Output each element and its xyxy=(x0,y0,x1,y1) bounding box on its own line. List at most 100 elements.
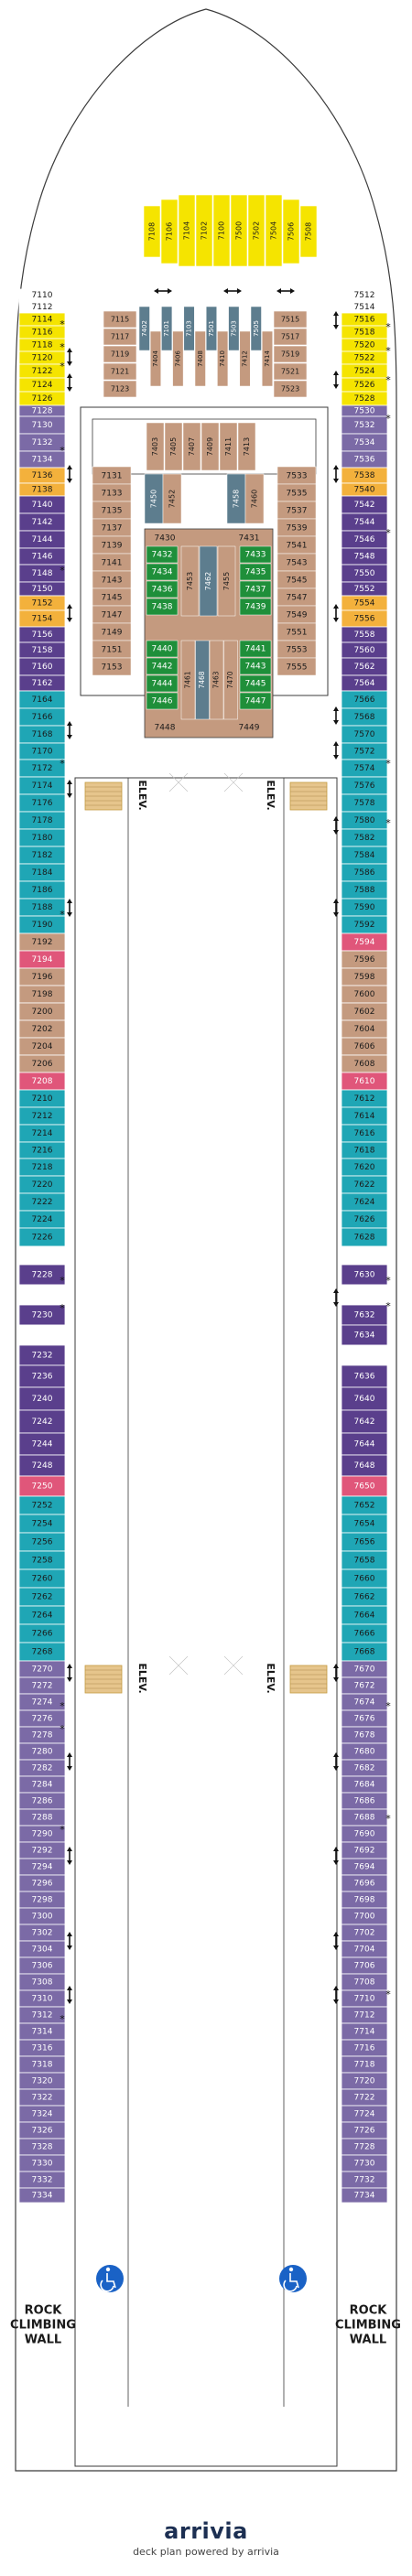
cabin xyxy=(228,306,240,351)
cabin xyxy=(205,306,217,351)
cabin-number: 7212 xyxy=(32,1112,53,1121)
cabin-number: 7686 xyxy=(354,1797,375,1806)
connecting-arrow-head xyxy=(333,816,339,821)
star-marker: * xyxy=(60,565,65,577)
cabin-number: 7524 xyxy=(354,367,375,376)
cabin-number: 7551 xyxy=(287,629,308,638)
cabin-number: 7664 xyxy=(354,1611,375,1621)
cabin-number: 7519 xyxy=(281,350,299,359)
cabin-number: 7300 xyxy=(32,1913,53,1922)
footer: arrivia deck plan powered by arrivia xyxy=(0,2518,412,2558)
cabin-number: 7330 xyxy=(32,2160,53,2169)
connecting-arrow-head xyxy=(67,373,72,378)
connecting-arrow-head xyxy=(333,706,339,711)
cabin-number: 7644 xyxy=(354,1440,375,1450)
cabin xyxy=(161,306,173,351)
connecting-arrow-head xyxy=(67,1677,72,1682)
brand-logo: arrivia xyxy=(164,2518,248,2544)
cabin xyxy=(273,380,308,398)
cabin-number: 7536 xyxy=(354,456,375,465)
cabin-number: 7430 xyxy=(155,534,176,544)
cabin xyxy=(265,194,283,267)
cabin-number: 7435 xyxy=(245,568,266,577)
cabin-number: 7316 xyxy=(32,2044,53,2053)
connecting-arrow-head xyxy=(333,1288,339,1293)
cabin xyxy=(199,545,218,617)
cabin-number: 7678 xyxy=(354,1731,375,1741)
cabin-number: 7600 xyxy=(354,990,375,999)
cabin-number: 7122 xyxy=(32,367,53,376)
connecting-arrow-head xyxy=(67,348,72,352)
cabin xyxy=(146,598,179,616)
cabin-number: 7334 xyxy=(32,2192,53,2201)
cabin-number: 7142 xyxy=(32,518,53,527)
cabin-number: 7624 xyxy=(354,1198,375,1207)
cabin-number: 7158 xyxy=(32,646,53,655)
cabin-number: 7682 xyxy=(354,1764,375,1773)
cabin xyxy=(18,1386,66,1411)
cabin-number: 7650 xyxy=(354,1482,375,1492)
connecting-arrow-head xyxy=(67,387,72,392)
cabin xyxy=(276,657,317,676)
cabin-number: 7708 xyxy=(354,1978,375,1988)
cabin-number: 7572 xyxy=(354,748,375,757)
cabin-number: 7636 xyxy=(354,1373,375,1382)
cabin-number: 7515 xyxy=(281,316,299,324)
cabin xyxy=(239,330,251,387)
connecting-arrow-head xyxy=(67,361,72,366)
cabin-number: 7672 xyxy=(354,1682,375,1691)
connecting-arrow-head xyxy=(333,899,339,903)
cabin xyxy=(103,362,137,381)
connecting-arrow-head xyxy=(67,618,72,622)
accessible-icon xyxy=(279,2265,307,2292)
star-marker: * xyxy=(60,361,65,372)
connecting-arrow-head xyxy=(67,1986,72,1990)
cabin-number: 7652 xyxy=(354,1502,375,1511)
cabin-number: 7598 xyxy=(354,973,375,982)
connecting-arrow-head xyxy=(290,288,295,294)
cabin-number: 7134 xyxy=(32,456,53,465)
cabin-number: 7558 xyxy=(354,631,375,640)
cabin-number: 7608 xyxy=(354,1060,375,1069)
cabin-number: 7126 xyxy=(32,394,53,404)
cabin-number: 7224 xyxy=(32,1215,53,1224)
connecting-arrow-head xyxy=(154,288,158,294)
cabin-number: 7288 xyxy=(32,1814,53,1823)
cabin-number: 7514 xyxy=(354,303,375,312)
cabin-number: 7106 xyxy=(166,222,174,241)
cabin-number: 7506 xyxy=(287,222,296,241)
cabin-number: 7666 xyxy=(354,1630,375,1639)
cabin-number: 7616 xyxy=(354,1129,375,1138)
cabin xyxy=(18,1245,66,1266)
cabin xyxy=(247,194,266,267)
cabin xyxy=(194,330,206,387)
connecting-arrow-head xyxy=(67,1999,72,2004)
cabin-number: 7324 xyxy=(32,2110,53,2119)
cabin-number: 7588 xyxy=(354,886,375,895)
cabin-number: 7162 xyxy=(32,679,53,688)
cabin-number: 7724 xyxy=(354,2110,375,2119)
cabin-number: 7320 xyxy=(32,2077,53,2086)
connecting-arrow-head xyxy=(333,618,339,622)
cabin xyxy=(160,199,179,264)
cabin-number: 7268 xyxy=(32,1648,53,1657)
cabin-number: 7548 xyxy=(354,553,375,562)
cabin-number: 7516 xyxy=(354,316,375,325)
cabin-number: 7500 xyxy=(235,221,244,240)
cabin-number: 7604 xyxy=(354,1025,375,1034)
cabin-number: 7286 xyxy=(32,1797,53,1806)
cabin xyxy=(239,657,272,675)
cabin xyxy=(103,345,137,363)
cabin-number: 7140 xyxy=(32,501,53,510)
cabin-number: 7570 xyxy=(354,730,375,739)
corridors: ELEV. ELEV. ELEV. ELEV. xyxy=(74,772,338,2467)
cabin-number: 7716 xyxy=(354,2044,375,2053)
cabin-number: 7654 xyxy=(354,1520,375,1529)
cabin xyxy=(239,692,272,710)
cabin-number: 7290 xyxy=(32,1830,53,1839)
cabin xyxy=(261,330,273,387)
cabin xyxy=(149,330,161,387)
cabin-number: 7592 xyxy=(354,921,375,930)
connecting-arrow-head xyxy=(67,793,72,798)
